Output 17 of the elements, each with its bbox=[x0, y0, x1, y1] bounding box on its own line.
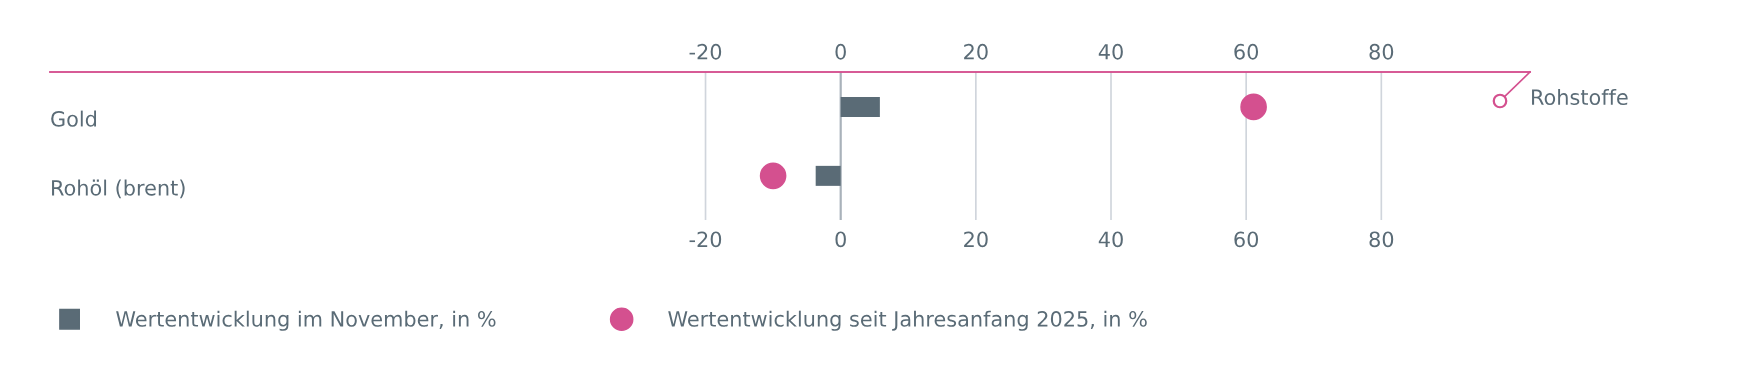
x2-tick-label: 0 bbox=[835, 43, 846, 60]
legend-label: Wertentwicklung seit Jahresanfang 2025, in % bbox=[668, 310, 1147, 331]
x-tick-label: 80 bbox=[1369, 231, 1394, 248]
legend-label: Wertentwicklung im November, in % bbox=[116, 310, 496, 331]
x2-tick-label: 20 bbox=[964, 43, 988, 60]
y-tick-label: Gold bbox=[51, 110, 97, 127]
x2-tick-label: 40 bbox=[1098, 43, 1123, 60]
x-tick-label: -20 bbox=[689, 231, 722, 248]
x2-tick-label: 60 bbox=[1234, 43, 1259, 60]
x-tick-label: 0 bbox=[835, 231, 846, 248]
x2-tick-label: -20 bbox=[689, 43, 722, 60]
text: Rohstoffe bbox=[1532, 88, 1628, 106]
y-tick-label: Rohöl (brent) bbox=[52, 179, 185, 199]
x-tick-label: 20 bbox=[964, 231, 988, 248]
x2-tick-label: 80 bbox=[1369, 43, 1394, 60]
x-tick-label: 40 bbox=[1098, 231, 1123, 248]
x-tick-label: 60 bbox=[1234, 231, 1259, 248]
